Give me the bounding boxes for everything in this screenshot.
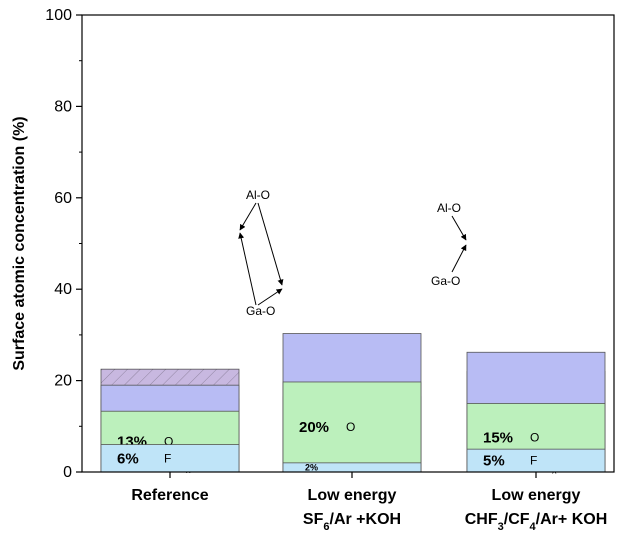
bar-segment-o-1 [282,381,422,473]
segment-name-label: O [164,435,173,449]
x-category-label: Low energy [308,487,397,504]
y-tick-label: 80 [54,98,72,115]
arrow-ga-o-left [238,232,257,306]
arrow-ga-o-3 [451,244,467,273]
data-label-pct: 2% [305,462,318,472]
data-label-pct: 5% [483,453,505,470]
x-category-label: Reference [131,487,208,504]
data-label-pct: 20% [299,419,329,436]
y-tick-label: 0 [63,464,72,481]
y-tick-label: 60 [54,190,72,207]
segment-name-label: O [346,420,355,434]
data-label-pct: 15% [483,430,513,447]
y-tick-label: 40 [54,281,72,298]
y-tick-label: 20 [54,373,72,390]
segment-name-label: O [530,431,539,445]
annotation-ga-o-right: Ga-O [431,274,460,288]
bar-segment-f-0 [100,444,240,473]
arrow-al-o-3 [451,215,467,241]
x-category-label: Low energy [492,487,581,504]
annotation-al-o: Al-O [246,188,270,202]
segment-name-label: F [530,454,537,468]
arrow-ga-o-right [257,288,283,306]
x-category-label: CHF3/CF4/Ar+ KOH [465,511,608,533]
x-category-label: SF6/Ar +KOH [303,511,401,533]
annotation-ga-o: Ga-O [246,304,275,318]
bar-segment-f-1 [282,462,422,473]
y-axis-label: Surface atomic concentration (%) [11,116,28,370]
segment-name-label: F [164,451,171,465]
y-tick-label: 100 [45,7,72,24]
arrow-al-o-right [257,202,284,286]
data-label-pct: 6% [117,450,139,467]
annotation-al-o-right: Al-O [437,201,461,215]
arrow-al-o-left [239,202,257,231]
